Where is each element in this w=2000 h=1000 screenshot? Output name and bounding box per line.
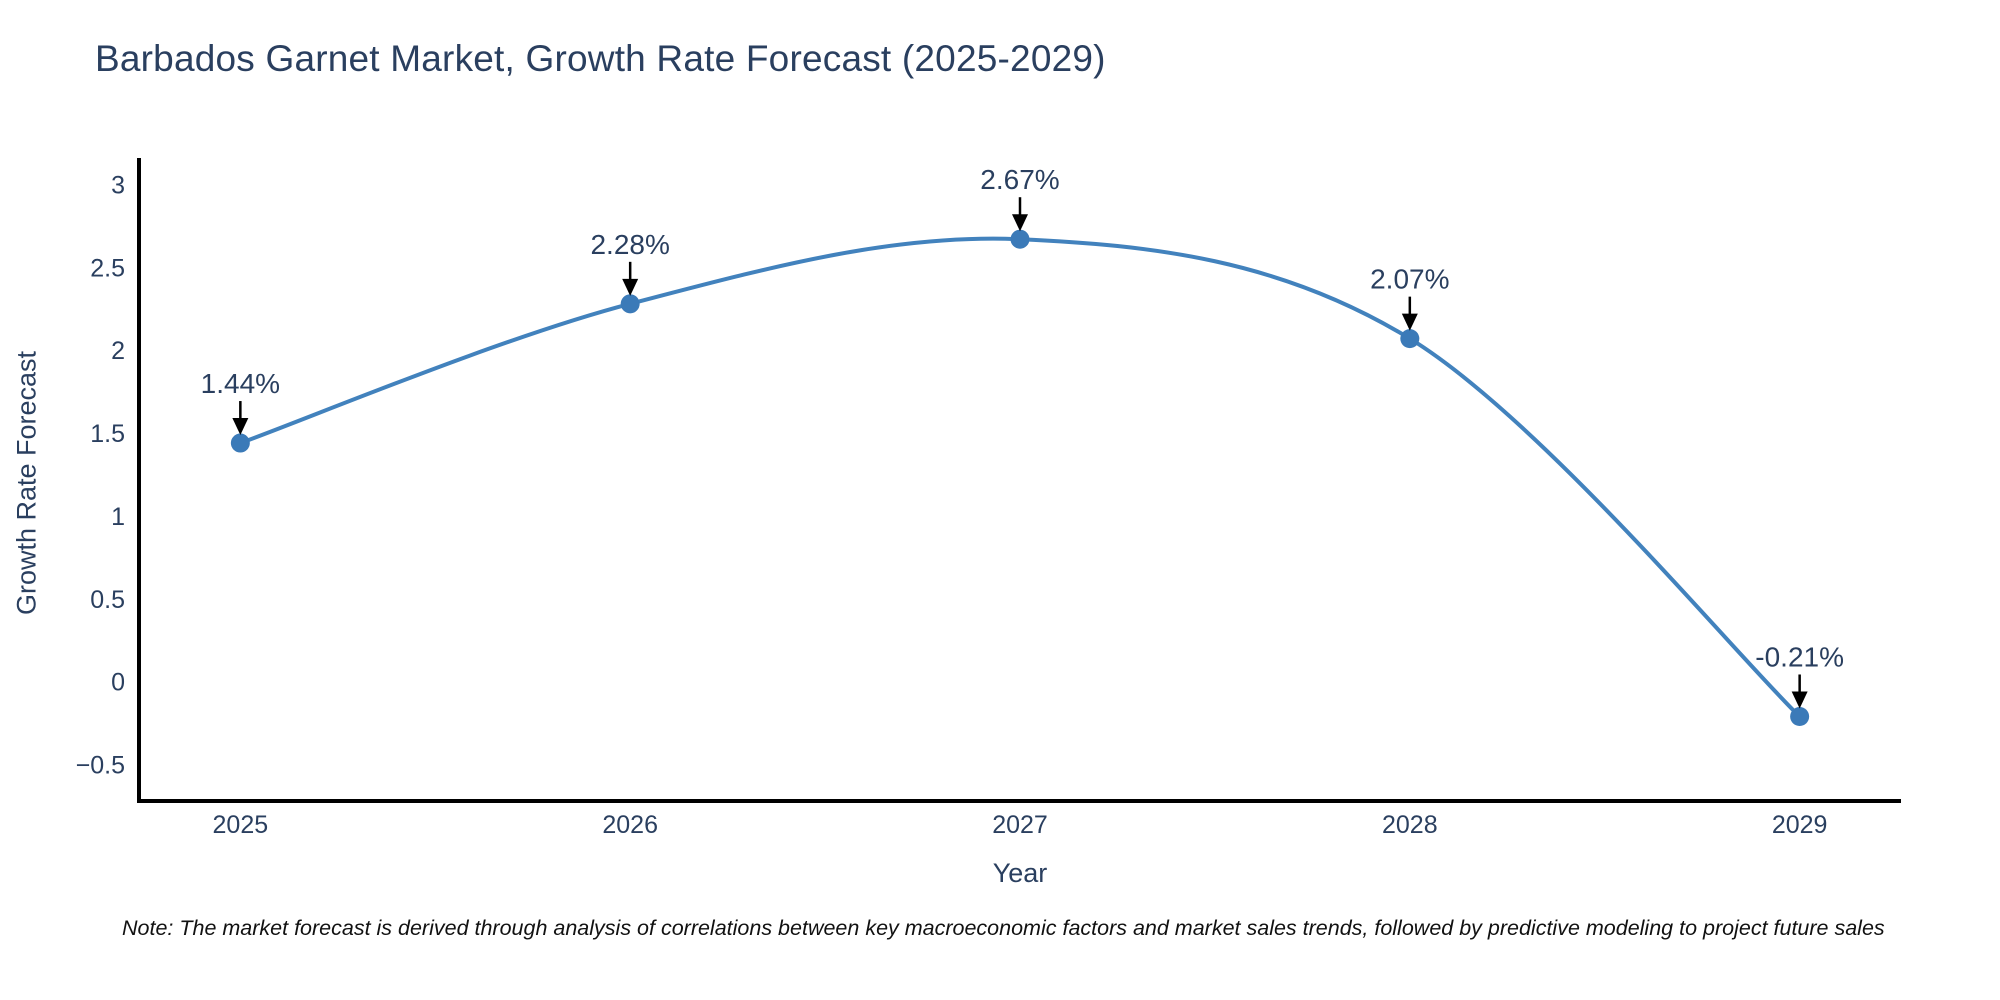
- data-point-marker[interactable]: [230, 433, 250, 453]
- data-point-marker[interactable]: [1790, 706, 1810, 726]
- data-point-marker[interactable]: [620, 294, 640, 314]
- x-tick-label: 2026: [602, 811, 658, 839]
- y-tick-label: 3: [111, 172, 125, 200]
- y-tick-label: 1.5: [90, 420, 125, 448]
- x-axis-title: Year: [992, 858, 1048, 888]
- y-tick-label: 0: [111, 669, 125, 697]
- annotation-arrowhead-icon: [1012, 214, 1028, 232]
- y-tick-label: 2.5: [90, 254, 125, 282]
- y-tick-label: 1: [111, 503, 125, 531]
- x-tick-label: 2029: [1772, 811, 1828, 839]
- data-point-label: 2.67%: [980, 164, 1059, 195]
- annotation-arrowhead-icon: [1791, 691, 1808, 709]
- x-tick-label: 2025: [213, 811, 269, 839]
- forecast-line: [238, 236, 1802, 719]
- y-tick-label: −0.5: [76, 752, 125, 780]
- annotation-arrowhead-icon: [1401, 313, 1418, 331]
- data-point-marker[interactable]: [1400, 329, 1420, 349]
- data-point-label: -0.21%: [1755, 641, 1844, 672]
- x-tick-label: 2027: [992, 811, 1048, 839]
- x-tick-label: 2028: [1382, 811, 1438, 839]
- annotation-arrowhead-icon: [232, 418, 249, 436]
- annotation-arrowhead-icon: [622, 278, 639, 296]
- chart-title: Barbados Garnet Market, Growth Rate Fore…: [95, 38, 1106, 79]
- data-point-label: 2.28%: [590, 229, 669, 260]
- footnote: Note: The market forecast is derived thr…: [122, 916, 1885, 940]
- data-point-label: 1.44%: [201, 368, 280, 399]
- data-point-label: 2.07%: [1370, 264, 1449, 295]
- data-point-marker[interactable]: [1010, 229, 1030, 249]
- y-tick-label: 2: [111, 337, 125, 365]
- y-tick-label: 0.5: [90, 586, 125, 614]
